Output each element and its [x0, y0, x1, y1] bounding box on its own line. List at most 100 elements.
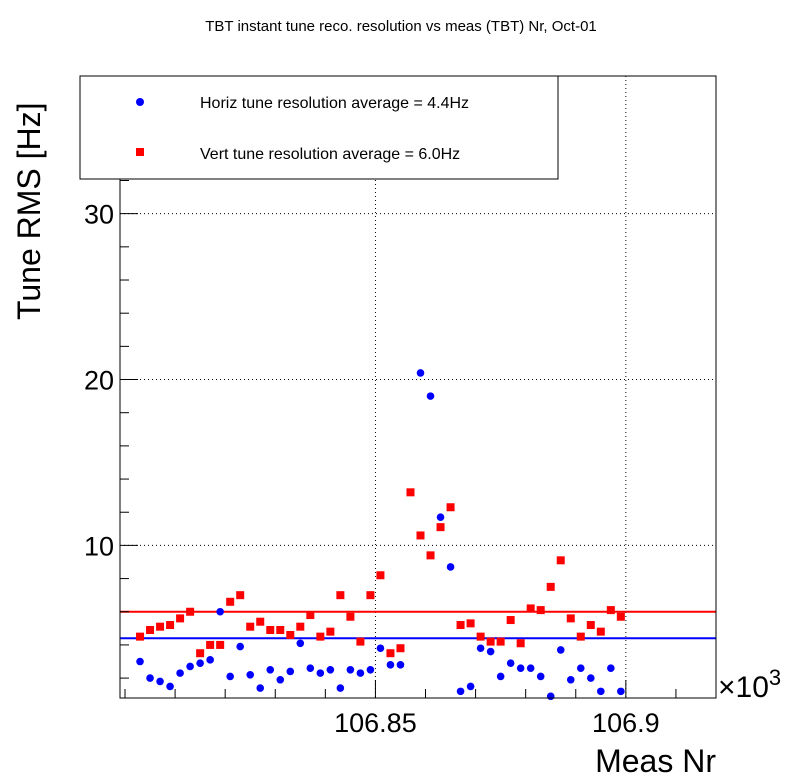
horiz-point-10 [236, 642, 245, 651]
horiz-point-8 [216, 607, 224, 616]
vert-point-34 [476, 632, 485, 641]
vert-point-8 [216, 640, 225, 649]
vert-point-12 [256, 617, 265, 626]
horiz-point-6 [196, 659, 204, 667]
legend-horiz-marker [136, 98, 144, 106]
horiz-point-47 [607, 664, 615, 672]
vert-point-33 [466, 619, 475, 628]
vert-point-29 [426, 551, 435, 560]
horiz-point-43 [566, 675, 575, 684]
horiz-point-5 [186, 662, 194, 671]
horiz-point-42 [556, 646, 565, 654]
vert-point-40 [536, 606, 545, 615]
vert-point-3 [166, 621, 175, 630]
horiz-point-14 [276, 675, 285, 684]
vert-point-38 [516, 639, 525, 648]
vert-point-5 [186, 607, 195, 616]
vert-point-48 [616, 612, 625, 621]
y-axis-title: Tune RMS [Hz] [11, 102, 47, 320]
x-axis-multiplier: ×103 [718, 665, 781, 704]
vert-point-41 [546, 582, 555, 591]
y-tick-label-1: 20 [84, 366, 114, 396]
vert-point-42 [556, 556, 565, 565]
horiz-point-38 [516, 664, 525, 672]
horiz-point-9 [226, 672, 234, 681]
vert-point-23 [366, 591, 375, 600]
legend-horiz-label: Horiz tune resolution average = 4.4Hz [200, 95, 469, 112]
horiz-point-19 [326, 666, 335, 674]
vert-point-15 [286, 630, 295, 639]
vert-point-28 [416, 531, 425, 540]
horiz-point-26 [396, 661, 405, 669]
vert-point-25 [386, 649, 395, 658]
vert-point-1 [146, 625, 155, 634]
horiz-point-7 [206, 656, 214, 664]
y-tick-label-0: 10 [84, 531, 114, 561]
vert-point-39 [526, 604, 535, 613]
horiz-point-11 [246, 670, 255, 679]
vert-point-11 [246, 622, 255, 631]
horiz-series-points [136, 126, 625, 701]
horiz-point-41 [546, 692, 555, 701]
horiz-point-33 [466, 682, 475, 691]
vert-point-6 [196, 649, 205, 658]
horiz-point-20 [336, 684, 345, 692]
horiz-point-12 [256, 684, 265, 692]
horiz-point-17 [306, 664, 315, 672]
horiz-point-34 [476, 644, 485, 653]
horiz-point-37 [506, 659, 515, 667]
horiz-point-15 [286, 667, 295, 676]
vert-point-30 [436, 523, 445, 532]
horiz-point-29 [426, 392, 435, 400]
horiz-point-44 [576, 664, 585, 672]
horiz-point-18 [316, 669, 325, 677]
vert-point-26 [396, 644, 405, 653]
horiz-point-22 [356, 669, 365, 677]
horiz-point-39 [526, 664, 535, 672]
vert-point-17 [306, 611, 315, 620]
vert-point-37 [506, 616, 515, 625]
horiz-point-48 [617, 687, 625, 696]
vert-point-16 [296, 622, 305, 631]
vert-point-4 [176, 614, 185, 623]
y-tick-label-2: 30 [84, 200, 114, 230]
x-axis-title: Meas Nr [595, 743, 716, 776]
legend-box [79, 75, 559, 180]
y-tick-labels: 10 20 30 [84, 200, 114, 562]
vert-point-27 [406, 488, 415, 497]
vert-point-0 [136, 632, 145, 641]
vert-point-22 [356, 637, 365, 646]
horiz-point-21 [346, 666, 355, 674]
grid-lines [120, 76, 716, 698]
vert-series-points [136, 488, 625, 658]
vert-point-32 [456, 621, 465, 630]
horiz-point-30 [436, 513, 445, 522]
x-tick-label-1: 106.9 [592, 708, 660, 738]
vert-point-36 [496, 637, 505, 646]
vert-point-2 [156, 622, 165, 631]
horiz-point-45 [586, 674, 595, 682]
vert-point-46 [596, 627, 605, 636]
vert-point-19 [326, 627, 335, 636]
horiz-point-35 [486, 647, 495, 656]
horiz-point-46 [597, 687, 605, 696]
vert-point-24 [376, 571, 385, 580]
vert-point-14 [276, 625, 285, 634]
horiz-point-1 [146, 674, 154, 682]
vert-point-9 [226, 597, 235, 606]
vert-point-45 [586, 621, 595, 630]
legend-vert-label: Vert tune resolution average = 6.0Hz [200, 146, 460, 163]
vert-point-18 [316, 632, 325, 641]
horiz-point-24 [376, 644, 385, 653]
horiz-point-40 [536, 672, 545, 681]
vert-point-47 [606, 606, 615, 615]
horiz-point-32 [456, 687, 465, 696]
horiz-point-0 [136, 657, 144, 666]
legend-vert-marker [136, 148, 144, 156]
horiz-point-2 [156, 677, 164, 686]
vert-point-21 [346, 612, 355, 621]
vert-point-35 [486, 637, 495, 646]
horiz-point-16 [296, 639, 305, 648]
horiz-point-4 [176, 669, 184, 677]
